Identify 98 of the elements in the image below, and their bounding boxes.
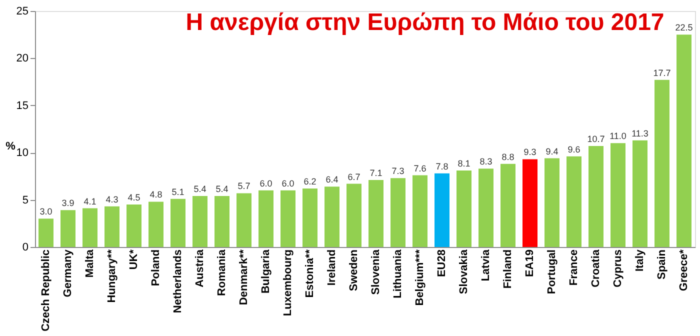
bar	[412, 175, 428, 247]
bar	[148, 202, 164, 247]
x-tick-label: Slovenia	[370, 248, 382, 295]
data-label: 5.1	[172, 186, 184, 197]
x-tick-label: Latvia	[480, 248, 492, 282]
x-tick-label: Estonia**	[304, 248, 316, 298]
data-label: 9.6	[568, 144, 580, 154]
data-label: 4.1	[84, 196, 96, 206]
data-label: 6.4	[326, 174, 338, 185]
bar	[280, 190, 296, 247]
x-tick-label: Portugal	[546, 250, 558, 294]
x-tick-label: Romania	[216, 248, 228, 296]
x-tick-label: Italy	[634, 248, 646, 272]
data-label: 4.8	[150, 190, 162, 200]
x-tick-label: France	[568, 250, 580, 286]
x-tick-label: Greece*	[678, 248, 690, 292]
data-label: 6.0	[260, 178, 272, 188]
bar	[632, 140, 648, 247]
x-tick-label: Hungary**	[106, 248, 118, 303]
x-tick-label: Malta	[84, 248, 96, 278]
x-tick-label: Austria	[194, 248, 206, 288]
bar	[302, 188, 318, 247]
bar	[170, 198, 186, 247]
y-tick-label: 0	[22, 242, 28, 254]
x-tick-label: Cyprus	[612, 250, 624, 288]
bar	[126, 204, 142, 247]
x-tick-label: Finland	[502, 250, 514, 289]
x-tick-label: Ireland	[326, 250, 338, 286]
bar	[544, 158, 560, 247]
x-tick-label: Poland	[150, 250, 162, 286]
data-label: 6.0	[282, 178, 294, 188]
data-label: 6.7	[348, 172, 360, 182]
bar	[390, 178, 406, 247]
bar	[368, 180, 384, 247]
x-tick-label: Spain	[656, 249, 668, 280]
bar	[236, 193, 252, 247]
bar	[214, 196, 230, 247]
data-label: 11.3	[632, 128, 648, 138]
y-tick-label: 20	[16, 52, 28, 65]
y-tick-label: 5	[22, 194, 28, 206]
x-tick-label: Sweden	[348, 249, 360, 292]
data-label: 4.3	[106, 194, 118, 204]
bar	[610, 143, 626, 247]
x-tick-label: Luxembourg	[282, 250, 294, 316]
data-label: 9.4	[546, 146, 558, 156]
y-tick-label: 15	[16, 100, 28, 112]
data-label: 5.4	[216, 184, 228, 194]
x-tick-label: UK*	[128, 248, 140, 270]
bar	[456, 170, 472, 247]
bar	[82, 208, 98, 247]
x-tick-label: Czech Republic	[40, 250, 52, 332]
data-label: 8.1	[458, 158, 470, 169]
data-label: 7.3	[392, 166, 404, 176]
bar	[522, 159, 538, 247]
bar	[566, 156, 582, 247]
data-label: 3.0	[40, 206, 52, 217]
y-tick-label: 10	[16, 147, 28, 160]
chart-title: Η ανεργία στην Ευρώπη το Μάιο του 2017	[186, 9, 664, 36]
y-axis-title: %	[6, 140, 16, 152]
bar	[654, 80, 670, 247]
bar	[500, 164, 516, 247]
x-tick-label: EU28	[436, 250, 448, 278]
bar	[676, 34, 692, 247]
x-tick-label: EA19	[524, 250, 536, 278]
x-tick-label: Croatia	[590, 248, 602, 288]
data-label: 8.8	[502, 152, 514, 162]
x-tick-label: Lithuania	[392, 248, 404, 298]
bar	[588, 146, 604, 247]
data-label: 6.2	[304, 176, 316, 186]
data-label: 3.9	[62, 198, 74, 208]
bar	[258, 190, 274, 247]
data-label: 9.3	[524, 147, 536, 158]
data-label: 22.5	[675, 22, 693, 33]
x-tick-label: Belgium***	[414, 248, 426, 306]
data-label: 7.6	[414, 163, 426, 174]
data-label: 11.0	[610, 131, 626, 142]
data-label: 10.7	[587, 134, 605, 144]
data-label: 7.1	[370, 168, 382, 178]
bar	[104, 206, 120, 247]
bar	[434, 173, 450, 247]
x-tick-label: Slovakia	[458, 248, 470, 294]
data-label: 7.8	[436, 161, 448, 172]
x-tick-label: Bulgaria	[260, 248, 272, 294]
y-tick-label: 25	[16, 6, 28, 18]
bar	[38, 218, 54, 247]
x-tick-label: Netherlands	[172, 250, 184, 314]
data-label: 5.4	[194, 184, 206, 194]
data-label: 8.3	[480, 156, 492, 167]
bar	[192, 196, 208, 247]
data-label: 4.5	[128, 192, 140, 203]
bar	[324, 186, 340, 247]
x-tick-label: Denmark**	[238, 248, 250, 306]
x-tick-label: Germany	[62, 248, 74, 298]
bar	[60, 210, 76, 247]
bar	[478, 168, 494, 247]
data-label: 5.7	[238, 181, 250, 192]
data-label: 17.7	[653, 68, 671, 78]
bar	[346, 184, 362, 247]
